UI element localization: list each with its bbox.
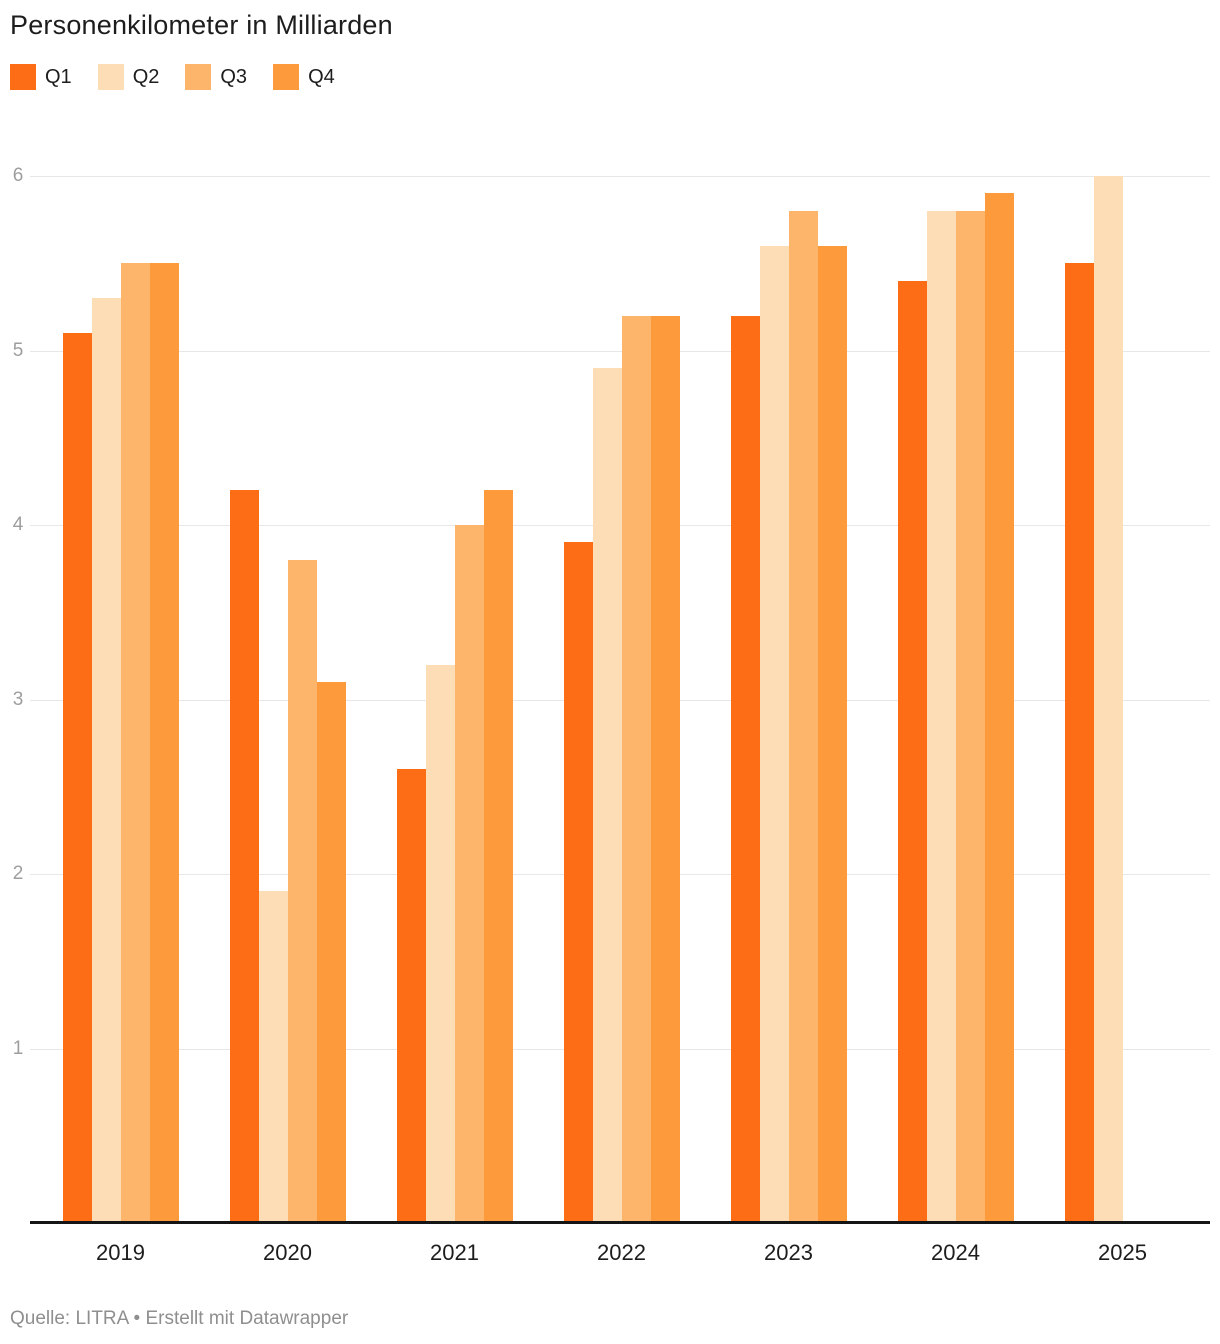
chart-title: Personenkilometer in Milliarden <box>10 10 393 40</box>
y-tick-label-6: 6 <box>12 165 24 186</box>
legend-item-q3: Q3 <box>185 64 247 90</box>
x-axis-label-2024: 2024 <box>931 1240 980 1265</box>
bar-2021-q1 <box>396 769 426 1223</box>
bar-2024-q1 <box>897 280 927 1223</box>
plot-area <box>30 176 1210 1223</box>
legend-item-q1: Q1 <box>10 64 72 90</box>
bar-2020-q4 <box>316 682 346 1223</box>
bar-2023-q3 <box>788 210 818 1223</box>
bar-2021-q3 <box>454 525 484 1223</box>
legend-label-q3: Q3 <box>220 65 248 88</box>
bar-2022-q1 <box>563 542 593 1223</box>
bar-2024-q2 <box>926 210 956 1223</box>
legend: Q1 Q2 Q3 Q4 <box>10 64 361 90</box>
x-axis-line <box>30 1221 1210 1224</box>
bar-2019-q3 <box>120 263 150 1223</box>
x-axis-label-2020: 2020 <box>263 1240 312 1265</box>
legend-swatch-q1 <box>10 64 36 90</box>
bar-2025-q2 <box>1093 176 1123 1223</box>
gridline-5 <box>30 350 1210 352</box>
bar-2020-q3 <box>287 559 317 1223</box>
legend-label-q1: Q1 <box>45 65 72 88</box>
legend-swatch-q4 <box>273 64 300 90</box>
bar-2019-q1 <box>62 333 92 1223</box>
bar-2023-q2 <box>759 245 789 1223</box>
bar-2023-q1 <box>730 315 760 1223</box>
bar-2019-q2 <box>91 298 121 1223</box>
legend-swatch-q3 <box>185 64 212 90</box>
bar-2020-q1 <box>229 490 259 1223</box>
legend-swatch-q2 <box>97 64 124 90</box>
x-axis-label-2025: 2025 <box>1098 1240 1147 1265</box>
gridline-6 <box>30 176 1210 177</box>
bar-2021-q2 <box>425 664 455 1223</box>
y-tick-label-4: 4 <box>12 514 24 535</box>
y-tick-label-1: 1 <box>12 1037 24 1059</box>
bar-2020-q2 <box>258 891 288 1223</box>
x-axis-label-2023: 2023 <box>764 1240 813 1265</box>
legend-item-q4: Q4 <box>273 64 335 90</box>
bar-2025-q1 <box>1064 263 1094 1223</box>
bar-2022-q2 <box>592 367 622 1223</box>
bar-2019-q4 <box>149 263 179 1223</box>
bar-2021-q4 <box>483 490 513 1223</box>
bar-2024-q3 <box>955 210 985 1223</box>
x-axis-label-2022: 2022 <box>597 1240 646 1265</box>
source-attribution: Quelle: LITRA • Erstellt mit Datawrapper <box>10 1308 349 1329</box>
x-axis-label-2021: 2021 <box>430 1240 479 1265</box>
x-axis-label-2019: 2019 <box>96 1240 145 1265</box>
y-tick-label-3: 3 <box>12 688 24 710</box>
bar-2024-q4 <box>984 193 1014 1223</box>
bar-2023-q4 <box>817 245 847 1223</box>
legend-item-q2: Q2 <box>97 64 160 90</box>
legend-label-q2: Q2 <box>132 65 160 88</box>
y-tick-label-2: 2 <box>12 863 24 884</box>
legend-label-q4: Q4 <box>308 65 335 88</box>
bar-2022-q4 <box>650 315 680 1223</box>
y-tick-label-5: 5 <box>12 339 24 361</box>
bar-2022-q3 <box>621 315 651 1223</box>
